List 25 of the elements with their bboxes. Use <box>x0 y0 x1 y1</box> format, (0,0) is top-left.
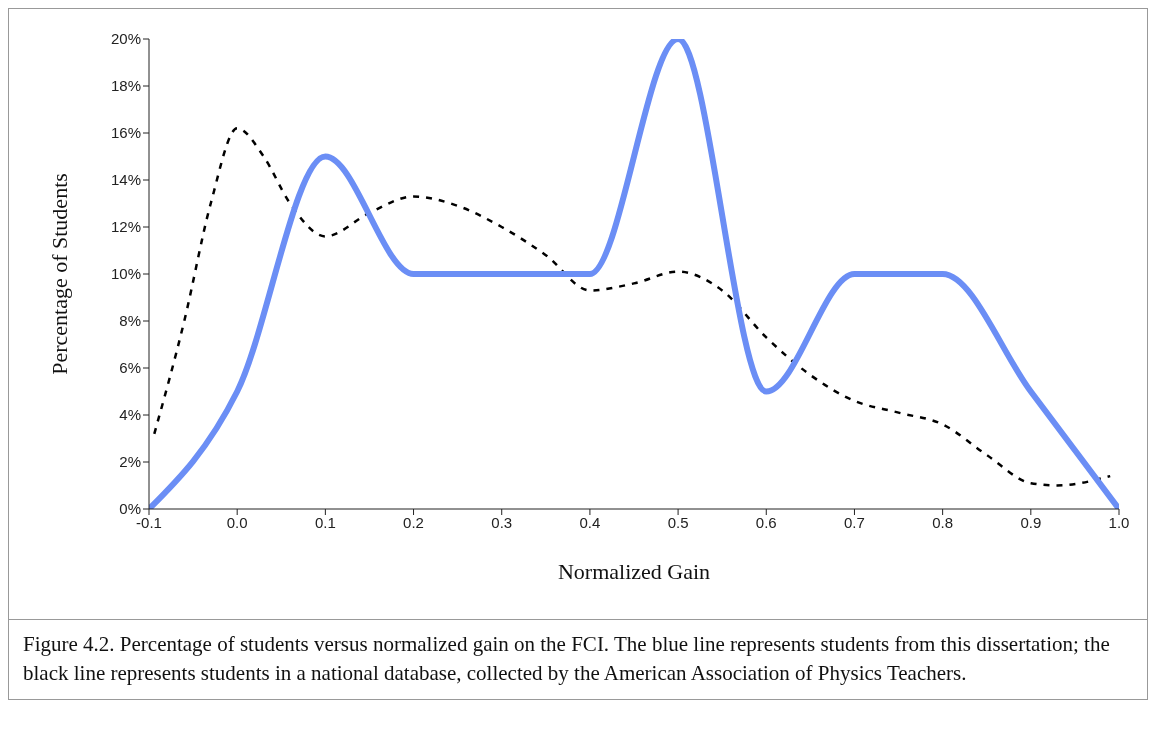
x-tick-label: 0.7 <box>844 513 865 531</box>
x-tick-label: 0.4 <box>579 513 601 531</box>
y-tick-label: 16% <box>110 124 141 142</box>
caption: Figure 4.2. Percentage of students versus normalized gain on the FCI. The blue line represents students from this dissertation; the black line represents students in a national database, collected by the American Association of Physics Teachers. <box>23 631 1111 688</box>
x-axis-title: Normalized Gain <box>557 559 711 584</box>
y-tick-label: 12% <box>110 218 141 236</box>
y-tick-label: 10% <box>110 265 141 283</box>
x-tick-label: 0.1 <box>314 513 336 531</box>
y-tick-label: 14% <box>110 171 141 189</box>
x-tick-label: 0.5 <box>667 513 689 531</box>
y-tick-label: 18% <box>110 77 141 95</box>
x-tick-label: 0.6 <box>755 513 777 531</box>
y-tick-label: 4% <box>119 406 141 424</box>
x-tick-label: 0.8 <box>932 513 954 531</box>
x-tick-label: 0.0 <box>226 513 248 531</box>
x-tick-label: 0.2 <box>403 513 424 531</box>
x-tick-label: 0.3 <box>491 513 513 531</box>
y-tick-label: 8% <box>119 312 141 330</box>
y-tick-label: 2% <box>119 453 141 471</box>
y-axis-title: Percentage of Students <box>46 173 72 375</box>
line-series <box>153 127 1112 487</box>
x-tick-label: 1.0 <box>1108 513 1130 531</box>
y-tick-label: 20% <box>110 30 141 48</box>
x-tick-label: 0.9 <box>1020 513 1042 531</box>
y-tick-label: 6% <box>119 359 141 377</box>
